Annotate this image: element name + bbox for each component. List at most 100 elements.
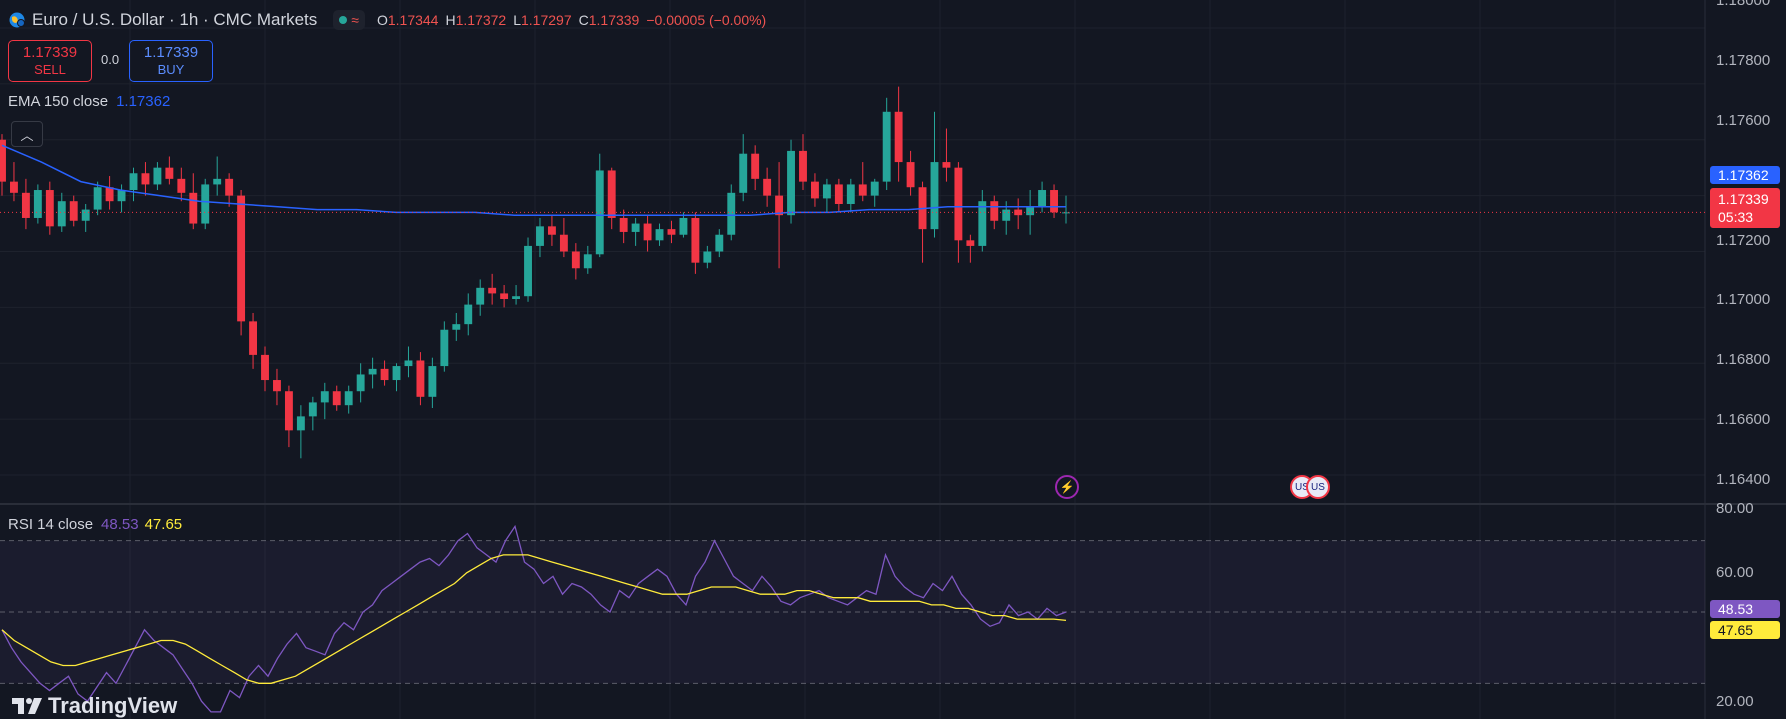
rsi-legend[interactable]: RSI 14 close 48.53 47.65	[8, 516, 182, 533]
candle-body	[237, 195, 246, 322]
close-value: 1.17339	[588, 12, 640, 28]
candle-body	[930, 162, 939, 230]
candle-body	[882, 111, 891, 182]
candle-body	[978, 201, 987, 246]
candle-body	[691, 217, 700, 263]
candle-body	[273, 380, 281, 392]
candle-body	[715, 234, 724, 252]
lightning-event-icon[interactable]: ⚡	[1055, 475, 1079, 499]
change-value: −0.00005 (−0.00%)	[646, 12, 767, 28]
rsi-axis-label: 20.00	[1716, 693, 1754, 710]
rsi-value-tag: 48.53	[1710, 600, 1780, 618]
candle-body	[308, 402, 317, 417]
price-axis-label: 1.16400	[1716, 471, 1771, 488]
candle-body	[488, 287, 497, 294]
candle-body	[165, 167, 174, 179]
candle-body	[21, 192, 30, 218]
candle-body	[619, 217, 628, 232]
candle-body	[69, 201, 78, 221]
candle-body	[45, 190, 54, 227]
candle-body	[1002, 209, 1011, 221]
candle-body	[524, 245, 532, 297]
candle-body	[93, 187, 102, 210]
candle-body	[810, 181, 819, 199]
candle-body	[990, 201, 999, 221]
symbol-header[interactable]: Euro / U.S. Dollar · 1h · CMC Markets ≈ …	[8, 8, 766, 32]
candle-body	[476, 287, 485, 305]
candle-body	[177, 178, 186, 193]
candle-body	[595, 170, 604, 255]
rsi-value: 48.53	[101, 516, 139, 533]
candle-body	[643, 223, 652, 241]
candle-body	[464, 304, 473, 325]
tradingview-logo[interactable]: TradingView	[12, 693, 177, 719]
candle-body	[703, 251, 712, 263]
candle-body	[141, 173, 150, 185]
candle-body	[667, 229, 676, 235]
rsi-axis-label: 80.00	[1716, 500, 1754, 517]
candle-body	[787, 150, 795, 216]
candle-body	[296, 416, 305, 431]
ema-price-tag: 1.17362	[1710, 166, 1780, 184]
candle-body	[822, 184, 831, 199]
ema-label: EMA 150 close	[8, 93, 109, 110]
candle-body	[631, 223, 640, 232]
open-key: O	[376, 12, 388, 28]
low-key: L	[513, 12, 521, 28]
symbol-title[interactable]: Euro / U.S. Dollar · 1h · CMC Markets	[32, 10, 318, 29]
candle-body	[583, 254, 592, 269]
candle-body	[1014, 209, 1023, 216]
rsi-line	[1, 524, 1067, 713]
candle-body	[428, 366, 437, 397]
candle-body	[547, 226, 556, 235]
sell-button[interactable]: 1.17339 SELL	[8, 40, 92, 82]
market-status[interactable]: ≈	[333, 10, 365, 30]
candle-body	[1062, 212, 1070, 214]
rsi-ma-line	[1, 554, 1067, 684]
candle-body	[117, 190, 126, 202]
candle-body	[332, 391, 341, 406]
candle-body	[0, 139, 6, 182]
us-flag-event-icon[interactable]: US	[1306, 475, 1330, 499]
sell-price: 1.17339	[22, 44, 78, 61]
high-key: H	[445, 12, 456, 28]
candle-body	[727, 192, 736, 235]
buy-label: BUY	[157, 62, 185, 77]
candle-body	[858, 184, 867, 196]
candle-body	[153, 167, 162, 185]
ema-legend[interactable]: EMA 150 close 1.17362	[8, 93, 170, 110]
candle-body	[1026, 206, 1035, 216]
price-axis-label: 1.17000	[1716, 291, 1771, 308]
ema-line	[1, 144, 1066, 216]
candle-body	[380, 368, 389, 381]
candle-body	[81, 209, 90, 221]
price-axis-label: 1.16600	[1716, 411, 1771, 428]
candle-body	[954, 167, 963, 241]
logo-text: TradingView	[48, 693, 178, 718]
spread-value: 0.0	[101, 52, 120, 67]
buy-price: 1.17339	[143, 44, 199, 61]
buy-button[interactable]: 1.17339 BUY	[129, 40, 213, 82]
price-axis-label: 1.16800	[1716, 351, 1771, 368]
high-value: 1.17372	[455, 12, 507, 28]
candle-body	[392, 366, 401, 381]
rsi-ma-value: 47.65	[144, 516, 183, 533]
candle-body	[751, 153, 760, 179]
candle-body	[404, 360, 413, 367]
candle-body	[356, 374, 365, 392]
candle-body	[966, 240, 975, 246]
candle-body	[559, 234, 568, 252]
collapse-legend-button[interactable]: ︿	[11, 121, 43, 147]
candle-body	[213, 178, 222, 185]
candle-body	[655, 229, 664, 241]
candle-body	[571, 251, 580, 269]
candle-body	[1038, 190, 1047, 207]
sell-label: SELL	[34, 62, 66, 77]
candle-body	[344, 391, 353, 406]
candle-body	[452, 324, 461, 330]
candle-body	[10, 181, 18, 193]
candle-body	[846, 184, 855, 204]
wave-icon: ≈	[351, 12, 359, 28]
market-open-icon	[339, 16, 348, 24]
